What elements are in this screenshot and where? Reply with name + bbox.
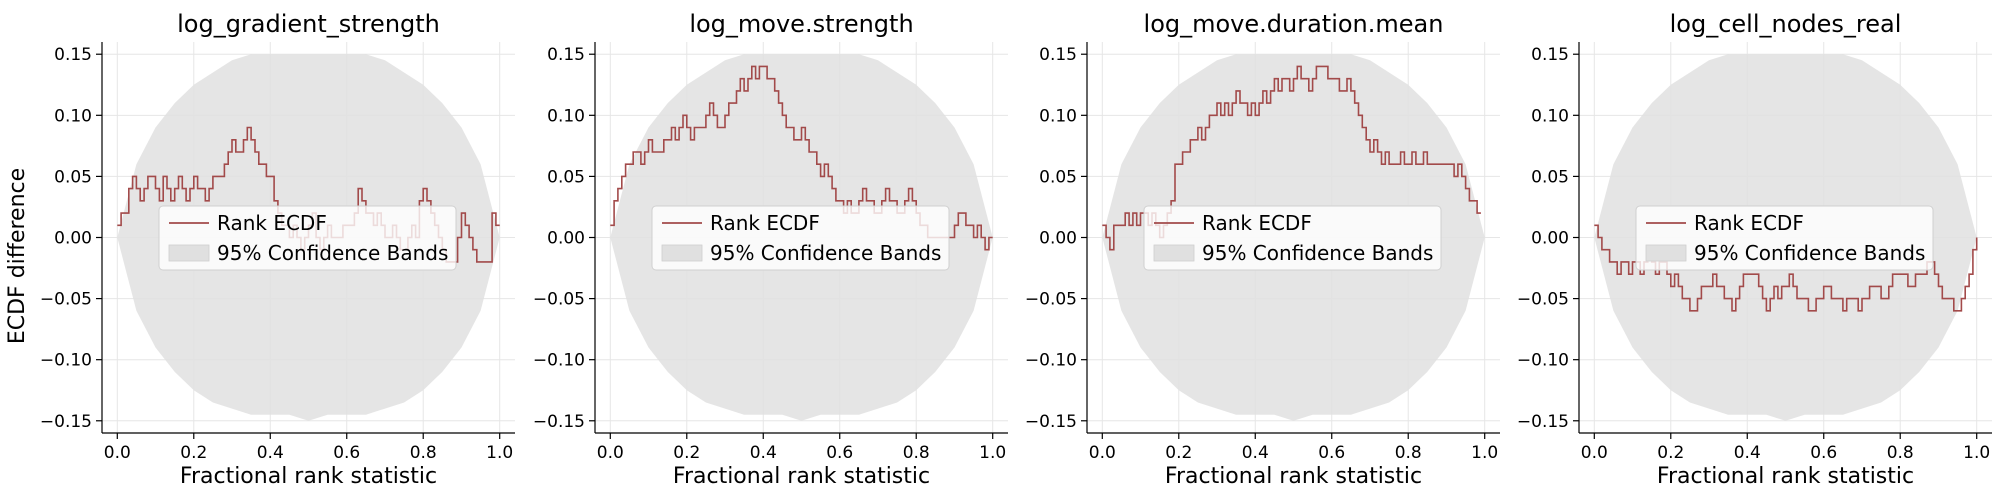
y-tick-label: 0.05 <box>1531 167 1569 187</box>
x-tick-label: 0.6 <box>1810 443 1837 463</box>
y-tick-label: 0.10 <box>1531 106 1569 126</box>
y-tick-label: 0.10 <box>1039 106 1077 126</box>
y-tick-label: −0.10 <box>40 351 92 371</box>
chart-title: log_cell_nodes_real <box>1670 10 1902 38</box>
x-tick-label: 0.4 <box>1242 443 1269 463</box>
x-tick-label: 0.6 <box>1318 443 1345 463</box>
legend-entry-confidence-bands: 95% Confidence Bands <box>1202 241 1433 265</box>
x-axis-label: Fractional rank statistic <box>1165 464 1422 489</box>
x-tick-label: 1.0 <box>979 443 1006 463</box>
y-tick-label: 0.05 <box>54 167 92 187</box>
y-tick-label: −0.15 <box>40 412 92 432</box>
y-tick-label: −0.05 <box>533 290 585 310</box>
legend-entry-rank-ecdf: Rank ECDF <box>1202 211 1312 235</box>
chart-title: log_move.strength <box>689 10 913 38</box>
x-tick-label: 0.8 <box>903 443 930 463</box>
legend-entry-rank-ecdf: Rank ECDF <box>1694 211 1804 235</box>
x-tick-label: 0.0 <box>597 443 624 463</box>
y-tick-label: −0.05 <box>1517 290 1569 310</box>
y-tick-label: −0.15 <box>1025 412 1077 432</box>
x-tick-label: 0.4 <box>257 443 284 463</box>
y-tick-label: 0.10 <box>54 106 92 126</box>
y-tick-label: 0.00 <box>547 229 585 249</box>
x-tick-label: 0.8 <box>410 443 437 463</box>
x-axis-label: Fractional rank statistic <box>180 464 437 489</box>
chart-title: log_move.duration.mean <box>1144 10 1444 38</box>
x-tick-label: 0.0 <box>104 443 131 463</box>
legend: Rank ECDF 95% Confidence Bands <box>1143 205 1442 271</box>
x-tick-label: 1.0 <box>1471 443 1498 463</box>
chart-panel-1: 0.0 0.2 0.4 0.6 0.8 1.0 0.15 0.10 0.05 0.00 −0.05 −… <box>40 10 515 489</box>
legend-box <box>1143 205 1442 271</box>
y-tick-label: 0.15 <box>1531 45 1569 65</box>
chart-panel-4: 0.0 0.2 0.4 0.6 0.8 1.0 0.15 0.10 0.05 0.00 −0.05 −… <box>1517 10 1992 489</box>
y-tick-label: −0.10 <box>533 351 585 371</box>
legend-entry-confidence-bands: 95% Confidence Bands <box>1694 241 1925 265</box>
y-tick-label: −0.15 <box>1517 412 1569 432</box>
legend: Rank ECDF 95% Confidence Bands <box>158 205 457 271</box>
legend: Rank ECDF 95% Confidence Bands <box>1635 205 1934 271</box>
x-tick-label: 0.8 <box>1887 443 1914 463</box>
y-tick-label: −0.10 <box>1025 351 1077 371</box>
y-tick-label: −0.10 <box>1517 351 1569 371</box>
y-tick-label: 0.15 <box>547 45 585 65</box>
x-tick-label: 0.4 <box>750 443 777 463</box>
x-axis-label: Fractional rank statistic <box>1657 464 1914 489</box>
chart-panel-3: 0.0 0.2 0.4 0.6 0.8 1.0 0.15 0.10 0.05 0.00 −0.05 −… <box>1025 10 1500 489</box>
legend-entry-rank-ecdf: Rank ECDF <box>217 211 327 235</box>
x-tick-label: 0.8 <box>1395 443 1422 463</box>
legend-entry-rank-ecdf: Rank ECDF <box>710 211 820 235</box>
y-tick-label: 0.00 <box>1531 229 1569 249</box>
y-tick-label: 0.15 <box>1039 45 1077 65</box>
legend-entry-confidence-bands: 95% Confidence Bands <box>217 241 448 265</box>
legend-band-swatch <box>1153 244 1195 262</box>
x-tick-label: 1.0 <box>1963 443 1990 463</box>
x-tick-label: 0.2 <box>180 443 207 463</box>
x-tick-label: 0.0 <box>1089 443 1116 463</box>
x-tick-label: 0.2 <box>1165 443 1192 463</box>
x-tick-label: 1.0 <box>486 443 513 463</box>
legend-band-swatch <box>1645 244 1687 262</box>
x-tick-label: 0.6 <box>333 443 360 463</box>
x-tick-label: 0.0 <box>1581 443 1608 463</box>
legend: Rank ECDF 95% Confidence Bands <box>651 205 950 271</box>
y-tick-label: 0.05 <box>547 167 585 187</box>
y-tick-label: −0.05 <box>40 290 92 310</box>
shared-ylabel: ECDF difference <box>5 168 30 344</box>
x-tick-label: 0.2 <box>1657 443 1684 463</box>
x-axis-label: Fractional rank statistic <box>673 464 930 489</box>
chart-title: log_gradient_strength <box>177 10 440 38</box>
chart-panel-2: 0.0 0.2 0.4 0.6 0.8 1.0 0.15 0.10 0.05 0.00 −0.05 −… <box>533 10 1008 489</box>
y-tick-label: 0.00 <box>54 229 92 249</box>
legend-band-swatch <box>661 244 703 262</box>
legend-band-swatch <box>168 244 210 262</box>
legend-box <box>158 205 457 271</box>
legend-box <box>651 205 950 271</box>
y-tick-label: 0.10 <box>547 106 585 126</box>
y-tick-label: −0.15 <box>533 412 585 432</box>
legend-entry-confidence-bands: 95% Confidence Bands <box>710 241 941 265</box>
x-tick-label: 0.2 <box>673 443 700 463</box>
x-tick-label: 0.4 <box>1734 443 1761 463</box>
y-tick-label: −0.05 <box>1025 290 1077 310</box>
legend-box <box>1635 205 1934 271</box>
y-tick-label: 0.15 <box>54 45 92 65</box>
y-tick-label: 0.00 <box>1039 229 1077 249</box>
y-tick-label: 0.05 <box>1039 167 1077 187</box>
x-tick-label: 0.6 <box>826 443 853 463</box>
